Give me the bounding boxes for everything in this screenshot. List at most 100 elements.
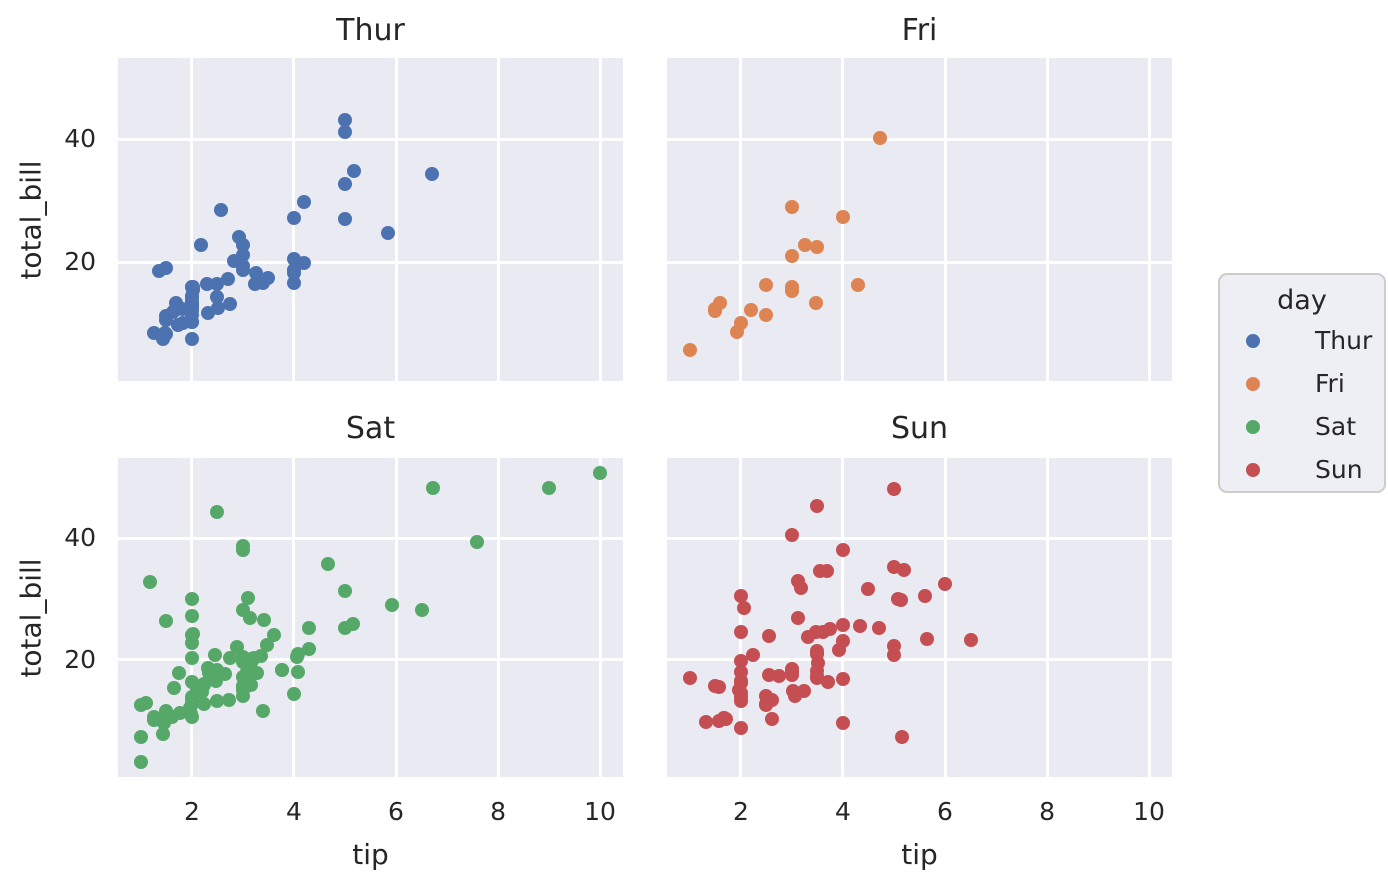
data-point-thur [286,251,301,266]
data-point-sat [210,505,225,520]
data-point-sat [346,616,361,631]
data-point-sun [886,481,901,496]
data-point-thur [185,282,200,297]
gridline-x-8 [496,58,500,381]
data-point-sun [708,678,723,693]
data-point-sun [894,592,909,607]
data-point-thur [261,270,276,285]
data-point-sat [223,650,238,665]
facet-title-fri: Fri [901,13,938,48]
y-tick-label: 40 [64,124,96,154]
gridline-y-40 [118,137,623,141]
legend-marker-sat-icon [1246,419,1260,434]
data-point-sun [861,581,876,596]
data-point-sat [157,708,172,723]
data-point-fri [759,278,774,293]
x-tick-label: 10 [584,797,616,826]
data-point-sat [235,649,250,664]
gridline-x-6 [394,458,398,777]
x-tick-label: 8 [490,797,506,826]
data-point-sun [784,527,799,542]
data-point-fri [784,200,799,214]
data-point-sun [788,689,803,704]
data-point-thur [210,277,225,292]
data-point-thur [211,301,226,316]
data-point-thur [231,230,246,245]
gridline-y-40 [118,536,623,540]
data-point-sat [384,597,399,612]
gridline-y-40 [667,536,1172,540]
data-point-sat [256,612,271,627]
data-point-thur [210,290,225,305]
data-point-sat [146,712,161,727]
gridline-x-2 [739,58,743,381]
data-point-thur [424,167,439,182]
data-point-thur [337,124,352,139]
data-point-sat [302,642,317,657]
data-point-sun [821,675,836,690]
gridline-y-20 [667,658,1172,662]
data-point-sun [733,589,748,604]
data-point-sun [819,563,834,578]
data-point-sun [938,577,952,592]
gridline-x-8 [1045,58,1049,381]
data-point-sat [469,534,484,549]
data-point-sat [337,584,352,599]
data-point-fri [759,308,774,323]
data-point-sat [207,648,222,663]
data-point-sat [184,709,199,724]
data-point-sun [853,618,868,633]
data-point-sat [255,703,270,718]
data-point-sat [184,609,199,624]
data-point-thur [248,265,263,280]
data-point-sat [142,574,157,589]
gridline-x-10 [1147,458,1151,777]
data-point-sun [790,574,805,589]
data-point-thur [194,237,209,252]
data-point-sun [759,697,774,712]
data-point-sat [200,660,215,675]
data-point-fri [809,295,824,310]
data-point-sat [260,637,275,652]
data-point-thur [166,305,181,320]
data-point-thur [286,263,301,278]
plot-area-sun [667,458,1172,777]
gridline-x-2 [190,58,194,381]
gridline-x-6 [943,458,947,777]
data-point-sat [286,687,301,702]
data-point-sun [711,713,726,728]
data-point-sun [771,669,786,684]
data-point-thur [171,318,186,333]
data-point-fri [835,210,850,225]
data-point-sat [184,591,199,606]
data-point-sat [159,613,174,628]
data-point-sun [835,617,850,632]
legend-label: Thur [1315,326,1373,355]
data-point-thur [235,262,250,277]
data-point-sun [897,562,912,577]
data-point-sat [133,697,148,712]
data-point-sat [195,684,210,699]
data-point-thur [337,177,352,192]
legend: day Thur Fri Sat Sun [1218,273,1386,493]
gridline-x-10 [598,58,602,381]
data-point-thur [184,298,199,313]
x-tick-label: 2 [733,797,749,826]
data-point-sat [290,649,305,664]
legend-label: Sun [1315,455,1363,484]
x-tick-label: 4 [286,797,302,826]
data-point-thur [213,203,228,218]
legend-entries: Thur Fri Sat Sun [1220,319,1384,491]
data-point-sun [762,628,777,643]
data-point-sun [835,715,850,730]
x-tick-label: 4 [835,797,851,826]
data-point-sat [221,693,236,708]
data-point-sun [835,542,850,557]
data-point-sun [733,654,748,669]
legend-marker-fri-icon [1246,376,1260,391]
data-point-thur [156,331,171,346]
data-point-sun [917,589,932,604]
data-point-thur [247,276,262,291]
data-point-sun [894,730,909,745]
plot-area-fri [667,58,1172,381]
